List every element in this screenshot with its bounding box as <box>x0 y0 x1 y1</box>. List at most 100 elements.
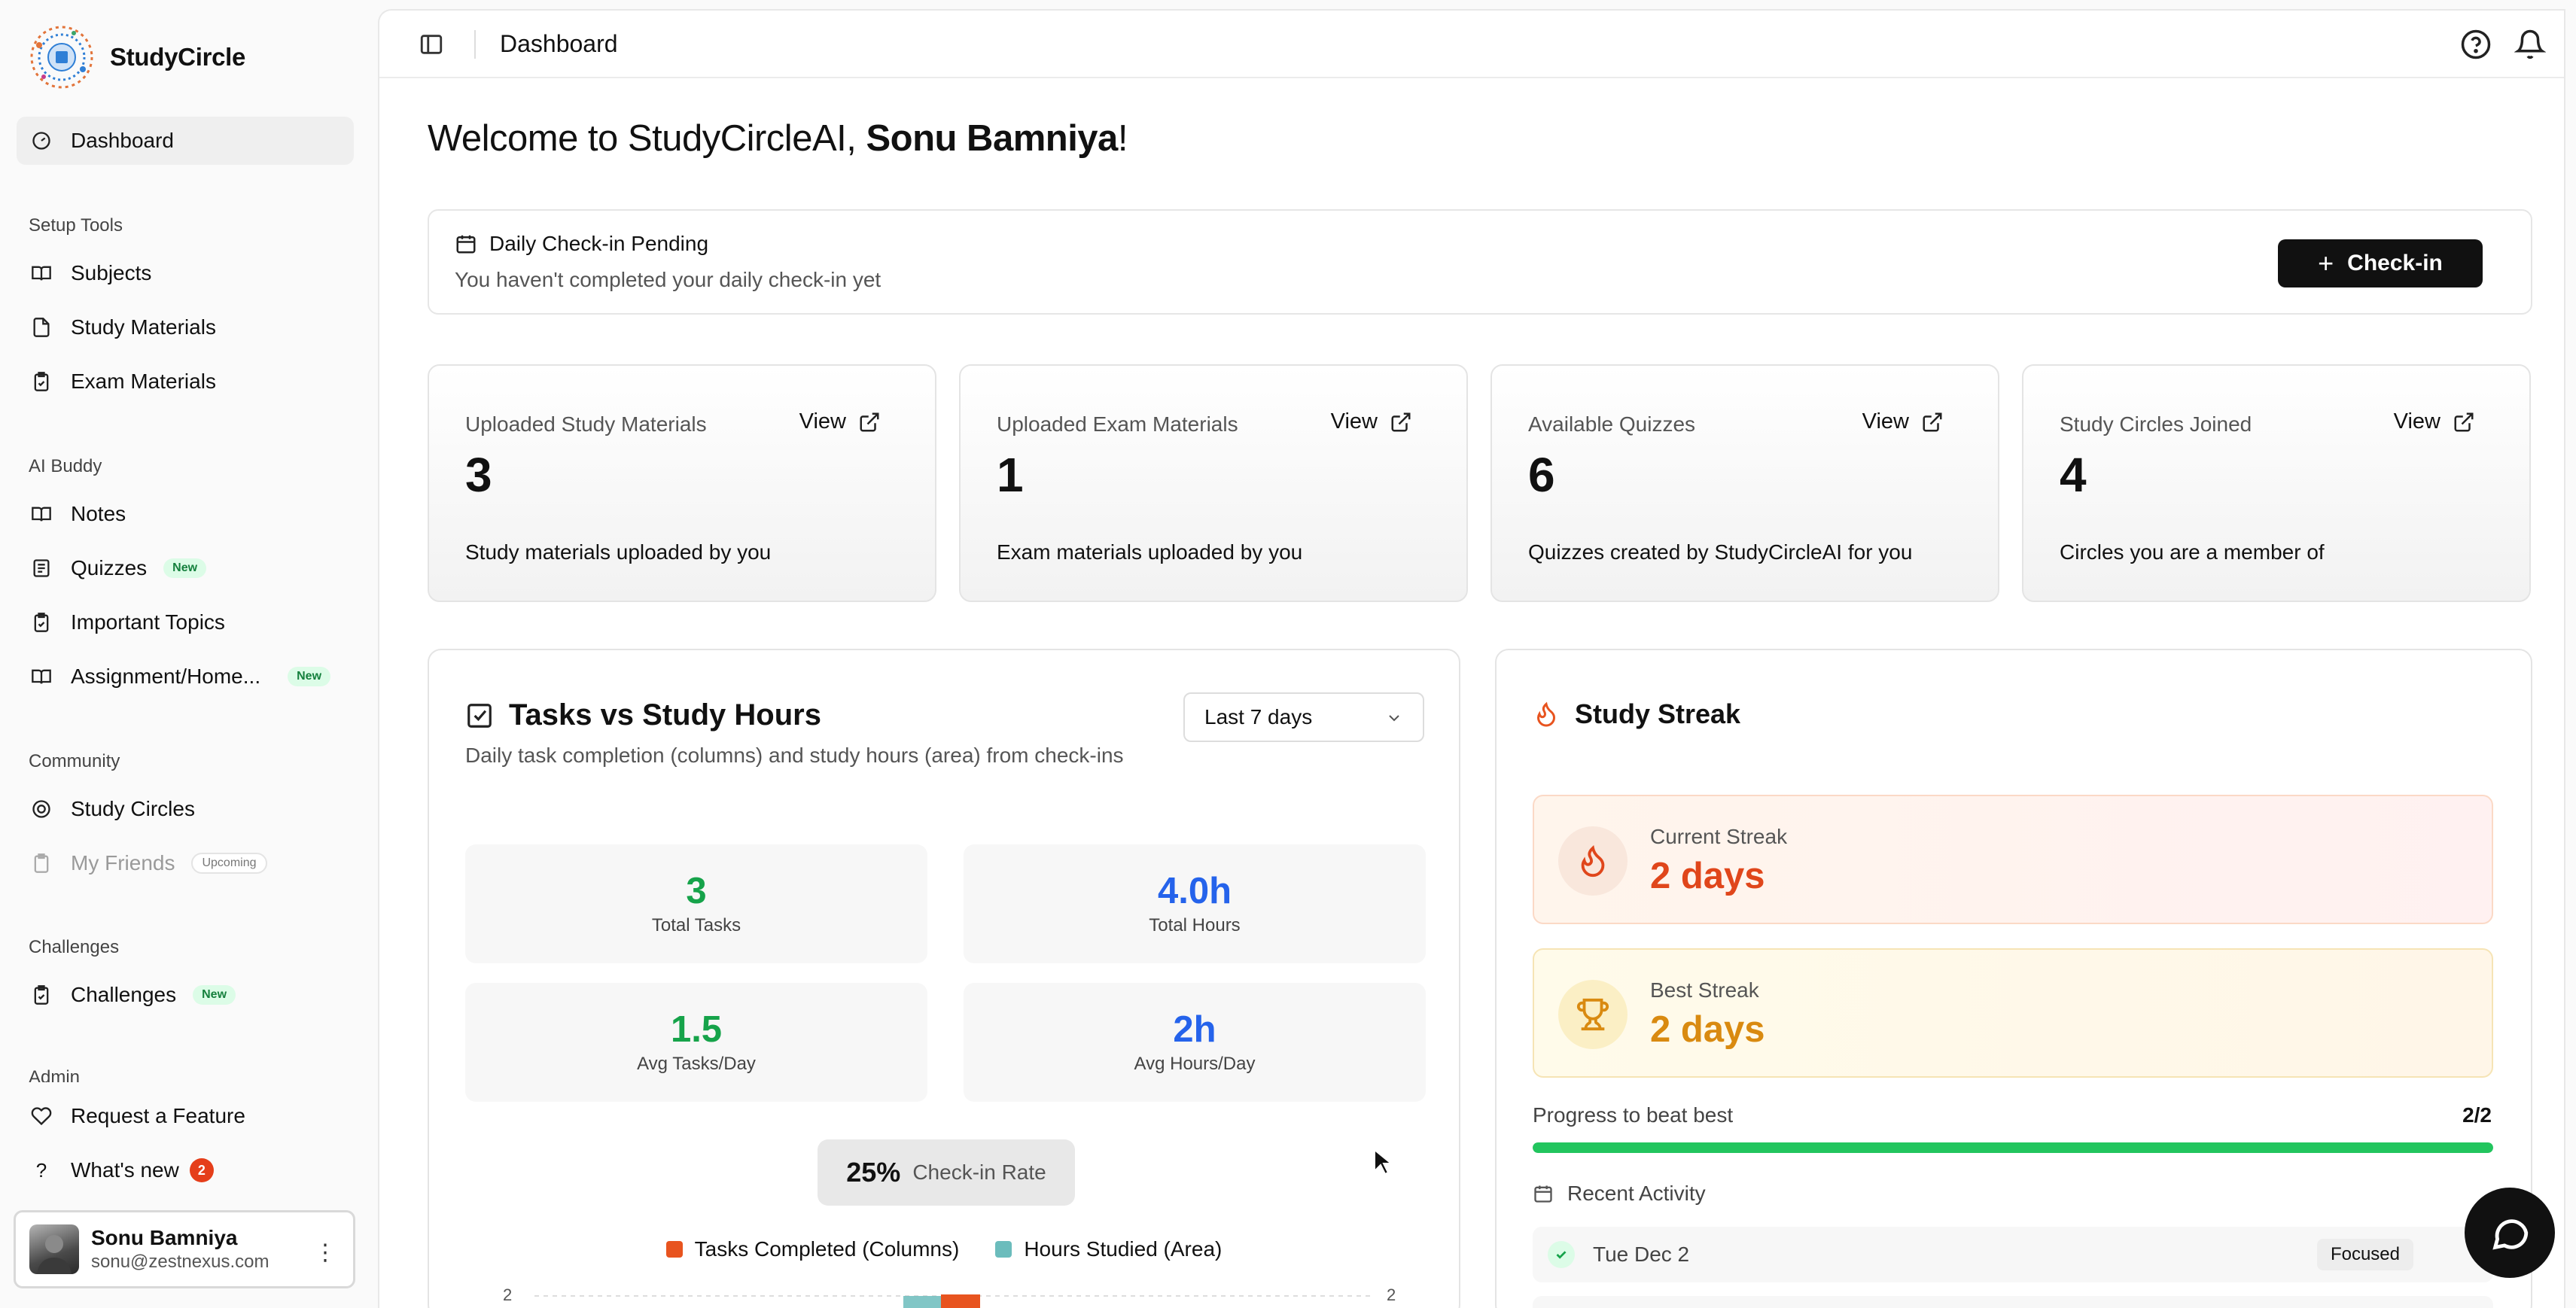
y-axis-tick-right: 2 <box>1387 1285 1396 1304</box>
clipboard-check-icon <box>30 984 53 1006</box>
metric-label: Total Hours <box>1149 915 1241 935</box>
book-open-icon <box>30 503 53 525</box>
sidebar-item-challenges[interactable]: Challenges New <box>17 971 354 1019</box>
group-label-community: Community <box>29 751 120 771</box>
sidebar-item-notes[interactable]: Notes <box>17 490 354 538</box>
sidebar-item-label: Assignment/Home... <box>71 665 261 688</box>
stat-value: 3 <box>465 448 492 502</box>
view-link[interactable]: View <box>2394 409 2475 434</box>
clipboard-check-icon <box>30 611 53 634</box>
checkin-title: Daily Check-in Pending <box>455 232 708 256</box>
sidebar-item-study-materials[interactable]: Study Materials <box>17 303 354 351</box>
view-link-label: View <box>1862 409 1909 433</box>
external-link-icon <box>2454 412 2474 431</box>
current-streak-label: Current Streak <box>1650 825 1788 848</box>
stat-desc: Circles you are a member of <box>2060 540 2325 564</box>
stat-card-exam-materials: Uploaded Exam Materials View 1 Exam mate… <box>959 364 1468 602</box>
sidebar-item-label: Challenges <box>71 983 177 1006</box>
stat-value: 1 <box>997 448 1024 502</box>
stat-value: 6 <box>1528 448 1555 502</box>
legend-item-hours[interactable]: Hours Studied (Area) <box>995 1237 1222 1261</box>
user-menu[interactable]: Sonu Bamniya sonu@zestnexus.com ⋮ <box>14 1210 355 1288</box>
view-link-label: View <box>1330 409 1378 433</box>
book-open-icon <box>30 665 53 688</box>
current-streak-value: 2 days <box>1650 856 1765 896</box>
welcome-suffix: ! <box>1117 118 1128 159</box>
checkin-button[interactable]: + Check-in <box>2278 239 2483 287</box>
metric-label: Avg Tasks/Day <box>637 1054 756 1074</box>
sidebar-item-dashboard[interactable]: Dashboard <box>17 117 354 165</box>
sidebar-item-label: Request a Feature <box>71 1104 245 1127</box>
sidebar-item-study-circles[interactable]: Study Circles <box>17 785 354 833</box>
view-link[interactable]: View <box>1862 409 1944 434</box>
chevron-down-icon <box>1389 715 1399 722</box>
sidebar-toggle-icon[interactable] <box>419 32 444 57</box>
activity-date: Tue Dec 2 <box>1593 1243 1690 1266</box>
sidebar-item-my-friends[interactable]: My Friends Upcoming <box>17 839 354 887</box>
view-link-label: View <box>2393 409 2441 433</box>
trophy-icon <box>1576 998 1609 1031</box>
view-link[interactable]: View <box>1331 409 1412 434</box>
mouse-cursor-icon <box>1374 1148 1391 1176</box>
sidebar-item-label: Study Circles <box>71 797 195 820</box>
legend-label: Hours Studied (Area) <box>1024 1237 1223 1261</box>
bell-icon[interactable] <box>2514 29 2546 60</box>
group-label-setup: Setup Tools <box>29 215 123 236</box>
tasks-hours-chart: 2 2 <box>459 1284 1438 1308</box>
progress-label: Progress to beat best <box>1533 1103 1734 1127</box>
metric-label: Avg Hours/Day <box>1134 1054 1256 1074</box>
chat-launcher-button[interactable] <box>2465 1188 2555 1278</box>
stat-label: Uploaded Exam Materials <box>997 412 1238 436</box>
group-label-ai-buddy: AI Buddy <box>29 456 102 476</box>
stat-card-study-materials: Uploaded Study Materials View 3 Study ma… <box>428 364 936 602</box>
calendar-icon <box>1534 1185 1552 1203</box>
new-badge: New <box>163 558 207 578</box>
checkin-subtitle: You haven't completed your daily check-i… <box>455 268 882 291</box>
tasks-column <box>941 1294 980 1308</box>
panel-title: Tasks vs Study Hours <box>465 698 821 732</box>
topbar-divider <box>474 30 476 59</box>
activity-row <box>1533 1296 2493 1308</box>
sidebar-item-label: What's new <box>71 1158 179 1182</box>
main-content: Dashboard Welcome to StudyCircleAI, Sonu… <box>378 9 2565 1308</box>
brand-name: StudyCircle <box>110 43 246 71</box>
studycircle-logo-icon <box>27 23 96 92</box>
more-vertical-icon[interactable]: ⋮ <box>314 1240 336 1265</box>
legend-swatch <box>665 1241 683 1258</box>
upcoming-badge: Upcoming <box>191 853 267 874</box>
flame-icon <box>1536 701 1556 727</box>
topbar: Dashboard <box>379 11 2564 78</box>
sidebar: StudyCircle Dashboard Setup Tools Subjec… <box>0 0 376 1308</box>
streak-progress-fill <box>1533 1142 2493 1153</box>
sidebar-item-request-feature[interactable]: Request a Feature <box>17 1092 354 1140</box>
streak-progress-bar <box>1533 1142 2493 1153</box>
view-link[interactable]: View <box>799 409 881 434</box>
file-icon <box>30 316 53 339</box>
legend-item-tasks[interactable]: Tasks Completed (Columns) <box>665 1237 959 1261</box>
sidebar-item-label: Study Materials <box>71 315 216 339</box>
daily-checkin-card: Daily Check-in Pending You haven't compl… <box>428 209 2532 315</box>
sidebar-item-assignment[interactable]: Assignment/Home... New <box>17 652 354 701</box>
best-streak-card: Best Streak 2 days <box>1533 948 2493 1078</box>
help-circle-icon[interactable] <box>2460 29 2492 60</box>
sidebar-item-label: Quizzes <box>71 556 148 579</box>
sidebar-item-important-topics[interactable]: Important Topics <box>17 598 354 646</box>
sidebar-item-whats-new[interactable]: ? What's new 2 <box>17 1146 354 1194</box>
sidebar-item-label: My Friends <box>71 851 175 875</box>
clipboard-check-icon <box>30 370 53 393</box>
stat-label: Available Quizzes <box>1528 412 1696 436</box>
metric-value: 4.0h <box>1157 871 1232 911</box>
brand[interactable]: StudyCircle <box>27 23 245 92</box>
sidebar-item-quizzes[interactable]: Quizzes New <box>17 544 354 592</box>
stat-desc: Quizzes created by StudyCircleAI for you <box>1528 540 1913 564</box>
checkin-title-text: Daily Check-in Pending <box>489 232 709 255</box>
external-link-icon <box>860 412 879 431</box>
range-select[interactable]: Last 7 days <box>1183 692 1424 742</box>
sidebar-item-subjects[interactable]: Subjects <box>17 249 354 297</box>
current-streak-card: Current Streak 2 days <box>1533 795 2493 924</box>
sidebar-item-exam-materials[interactable]: Exam Materials <box>17 357 354 406</box>
users-icon <box>30 852 53 875</box>
sidebar-item-label: Notes <box>71 502 126 525</box>
stat-value: 4 <box>2060 448 2087 502</box>
flame-icon-badge <box>1558 826 1628 896</box>
